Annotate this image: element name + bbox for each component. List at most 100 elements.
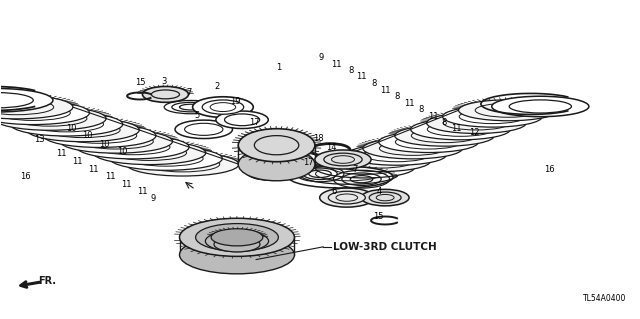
Text: 11: 11 bbox=[451, 124, 461, 133]
Ellipse shape bbox=[146, 157, 220, 172]
Text: 10: 10 bbox=[83, 131, 93, 140]
Text: 11: 11 bbox=[56, 149, 67, 158]
Ellipse shape bbox=[238, 129, 315, 162]
Ellipse shape bbox=[299, 163, 399, 184]
Text: 7: 7 bbox=[186, 88, 192, 97]
Ellipse shape bbox=[412, 129, 477, 143]
Ellipse shape bbox=[179, 236, 294, 274]
Ellipse shape bbox=[60, 130, 173, 153]
Ellipse shape bbox=[13, 111, 87, 126]
Ellipse shape bbox=[211, 229, 263, 246]
Ellipse shape bbox=[10, 113, 123, 136]
Ellipse shape bbox=[0, 101, 90, 124]
Ellipse shape bbox=[363, 138, 463, 159]
Ellipse shape bbox=[93, 141, 205, 165]
Text: 8: 8 bbox=[418, 105, 424, 114]
Text: 9: 9 bbox=[319, 53, 324, 62]
Ellipse shape bbox=[348, 154, 414, 168]
Text: 17: 17 bbox=[250, 118, 260, 127]
Ellipse shape bbox=[27, 118, 140, 142]
Text: 8: 8 bbox=[442, 118, 447, 127]
Text: 3: 3 bbox=[161, 77, 167, 86]
Ellipse shape bbox=[332, 156, 355, 163]
Ellipse shape bbox=[216, 111, 268, 129]
Text: 1: 1 bbox=[276, 63, 281, 72]
Ellipse shape bbox=[0, 100, 54, 115]
Ellipse shape bbox=[364, 148, 430, 162]
Ellipse shape bbox=[0, 93, 33, 108]
Text: 15: 15 bbox=[374, 212, 384, 221]
Text: 11: 11 bbox=[356, 72, 367, 81]
Ellipse shape bbox=[179, 218, 294, 256]
Text: 11: 11 bbox=[428, 112, 438, 121]
Text: LOW-3RD CLUTCH: LOW-3RD CLUTCH bbox=[333, 242, 436, 252]
Text: 18: 18 bbox=[314, 134, 324, 143]
Text: 6: 6 bbox=[332, 187, 337, 196]
Ellipse shape bbox=[459, 100, 558, 121]
Ellipse shape bbox=[127, 152, 239, 176]
Ellipse shape bbox=[320, 188, 374, 207]
Ellipse shape bbox=[238, 148, 315, 181]
Ellipse shape bbox=[210, 103, 236, 112]
Ellipse shape bbox=[46, 122, 120, 137]
Text: TL54A0400: TL54A0400 bbox=[583, 294, 627, 303]
Text: 11: 11 bbox=[332, 60, 342, 69]
Ellipse shape bbox=[79, 134, 154, 149]
Text: FR.: FR. bbox=[38, 276, 56, 286]
Ellipse shape bbox=[336, 194, 358, 201]
Text: 10: 10 bbox=[100, 140, 110, 149]
Ellipse shape bbox=[44, 124, 156, 147]
Ellipse shape bbox=[184, 123, 223, 135]
Text: 14: 14 bbox=[326, 143, 337, 152]
Ellipse shape bbox=[379, 131, 478, 152]
Ellipse shape bbox=[492, 96, 589, 117]
Text: 11: 11 bbox=[137, 187, 148, 197]
Ellipse shape bbox=[0, 107, 106, 130]
Ellipse shape bbox=[316, 167, 382, 181]
Ellipse shape bbox=[29, 117, 104, 132]
Ellipse shape bbox=[427, 113, 526, 133]
Ellipse shape bbox=[152, 90, 179, 99]
Text: 2: 2 bbox=[214, 82, 219, 91]
Text: 8: 8 bbox=[395, 92, 400, 101]
Ellipse shape bbox=[175, 120, 232, 138]
Ellipse shape bbox=[193, 97, 253, 117]
Text: 15: 15 bbox=[134, 78, 145, 87]
Text: 8: 8 bbox=[348, 66, 353, 75]
Ellipse shape bbox=[444, 116, 509, 130]
Ellipse shape bbox=[428, 122, 493, 136]
Ellipse shape bbox=[443, 106, 542, 127]
Text: 16: 16 bbox=[20, 173, 30, 182]
Text: 12: 12 bbox=[469, 128, 480, 137]
Text: 4: 4 bbox=[376, 187, 381, 197]
Ellipse shape bbox=[332, 160, 398, 174]
Text: 7: 7 bbox=[353, 165, 358, 174]
Ellipse shape bbox=[225, 114, 260, 126]
Ellipse shape bbox=[331, 151, 431, 172]
Ellipse shape bbox=[214, 237, 260, 252]
Text: 10: 10 bbox=[116, 147, 127, 156]
Ellipse shape bbox=[110, 147, 222, 170]
Ellipse shape bbox=[324, 153, 362, 166]
Ellipse shape bbox=[475, 103, 541, 117]
Text: 11: 11 bbox=[72, 157, 83, 166]
Ellipse shape bbox=[361, 189, 409, 206]
Text: 5: 5 bbox=[195, 111, 200, 120]
Text: 16: 16 bbox=[545, 165, 556, 174]
Ellipse shape bbox=[0, 88, 53, 112]
Ellipse shape bbox=[129, 151, 203, 166]
Ellipse shape bbox=[396, 135, 462, 149]
Text: 11: 11 bbox=[88, 165, 99, 174]
Ellipse shape bbox=[347, 144, 447, 165]
Ellipse shape bbox=[113, 145, 186, 160]
Ellipse shape bbox=[63, 128, 137, 143]
Ellipse shape bbox=[205, 231, 269, 252]
Text: 17: 17 bbox=[303, 158, 314, 167]
Ellipse shape bbox=[380, 141, 446, 155]
Ellipse shape bbox=[328, 191, 365, 204]
Ellipse shape bbox=[376, 195, 394, 201]
Ellipse shape bbox=[143, 86, 188, 102]
Text: 11: 11 bbox=[121, 180, 132, 189]
Text: 11: 11 bbox=[404, 99, 415, 108]
Text: 9: 9 bbox=[150, 194, 156, 203]
